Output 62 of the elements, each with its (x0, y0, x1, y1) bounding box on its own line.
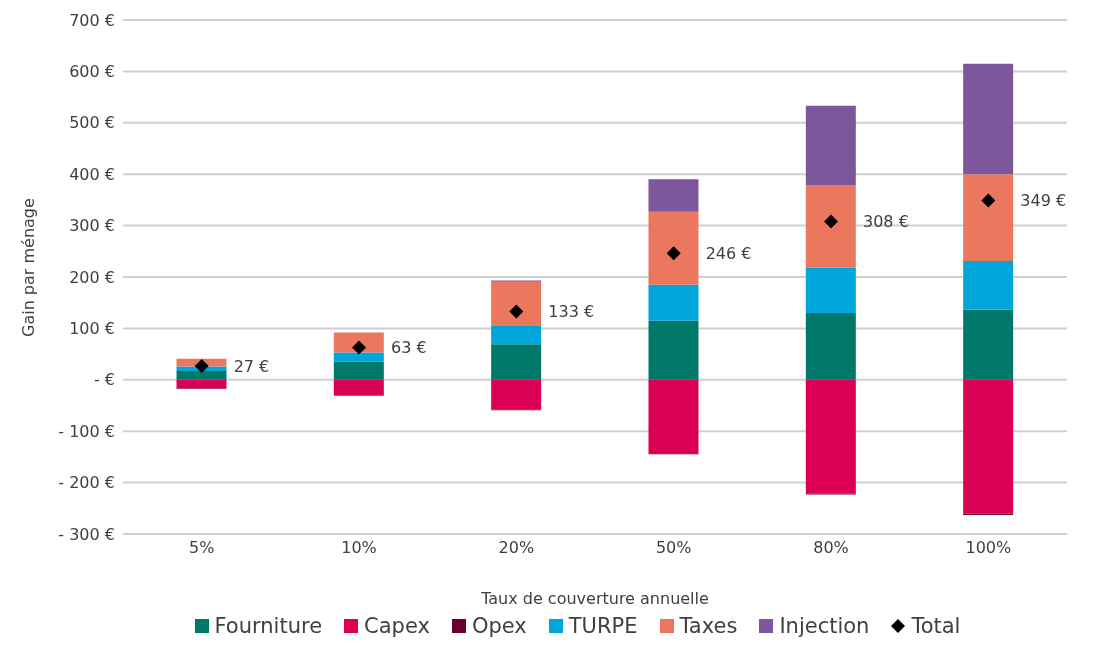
x-tick-label: 100% (965, 538, 1012, 558)
point (981, 193, 996, 208)
y-tick-label: 300 € (69, 216, 115, 236)
data-label: 349 € (1020, 191, 1067, 211)
y-tick-label: 400 € (69, 164, 115, 184)
bar (805, 312, 856, 380)
point (666, 246, 681, 261)
data-label: 27 € (233, 356, 270, 376)
legend-label: Fourniture (213, 614, 323, 638)
bar (963, 261, 1014, 310)
x-tick-label: 80% (813, 538, 849, 558)
bar (176, 379, 227, 389)
bar (805, 105, 856, 185)
data-label: 308 € (863, 212, 909, 232)
bar (963, 174, 1014, 262)
bar (963, 63, 1014, 175)
y-tick-label: 100 € (69, 319, 115, 339)
data-label: 133 € (548, 302, 595, 322)
bar (491, 281, 542, 326)
x-tick-label: 10% (341, 538, 377, 558)
bar (648, 284, 699, 321)
bar (333, 332, 384, 353)
point (509, 304, 524, 319)
bar (648, 179, 699, 212)
y-tick-label: - € (93, 370, 115, 390)
legend-label: Opex (470, 614, 527, 638)
y-tick-label: 200 € (69, 267, 115, 287)
bar (333, 352, 384, 362)
bar (648, 211, 699, 285)
bar (491, 344, 542, 380)
y-tick-label: - 300 € (58, 524, 115, 544)
bar (648, 379, 699, 454)
bar (805, 184, 856, 268)
legend-label: Taxes (678, 614, 738, 638)
legend-label: TURPE (567, 614, 638, 638)
bar (805, 379, 856, 494)
legend-label: Injection (778, 614, 870, 638)
bar (648, 320, 699, 380)
x-tick-label: 5% (188, 538, 215, 558)
data-label: 246 € (705, 244, 752, 264)
bar (805, 267, 856, 313)
x-axis-title: Taux de couverture annuelle (480, 589, 709, 608)
x-tick-label: 20% (498, 538, 535, 558)
bar (176, 371, 227, 380)
y-tick-label: 600 € (69, 62, 115, 82)
y-tick-label: 500 € (69, 113, 115, 133)
legend-label: Capex (363, 614, 430, 638)
y-tick-label: 700 € (69, 10, 115, 30)
x-tick-label: 50% (655, 538, 692, 558)
bar (963, 379, 1014, 514)
y-tick-label: - 200 € (58, 473, 115, 493)
bar (333, 379, 384, 396)
data-label: 63 € (391, 338, 427, 358)
point (194, 358, 209, 373)
legend-label: Total (910, 614, 961, 638)
point (824, 214, 838, 229)
y-tick-label: - 100 € (58, 421, 115, 441)
y-axis-title: Gain par ménage (18, 198, 38, 337)
bar (963, 309, 1014, 380)
bar (491, 325, 542, 345)
bar (491, 379, 542, 410)
bar (333, 361, 384, 380)
